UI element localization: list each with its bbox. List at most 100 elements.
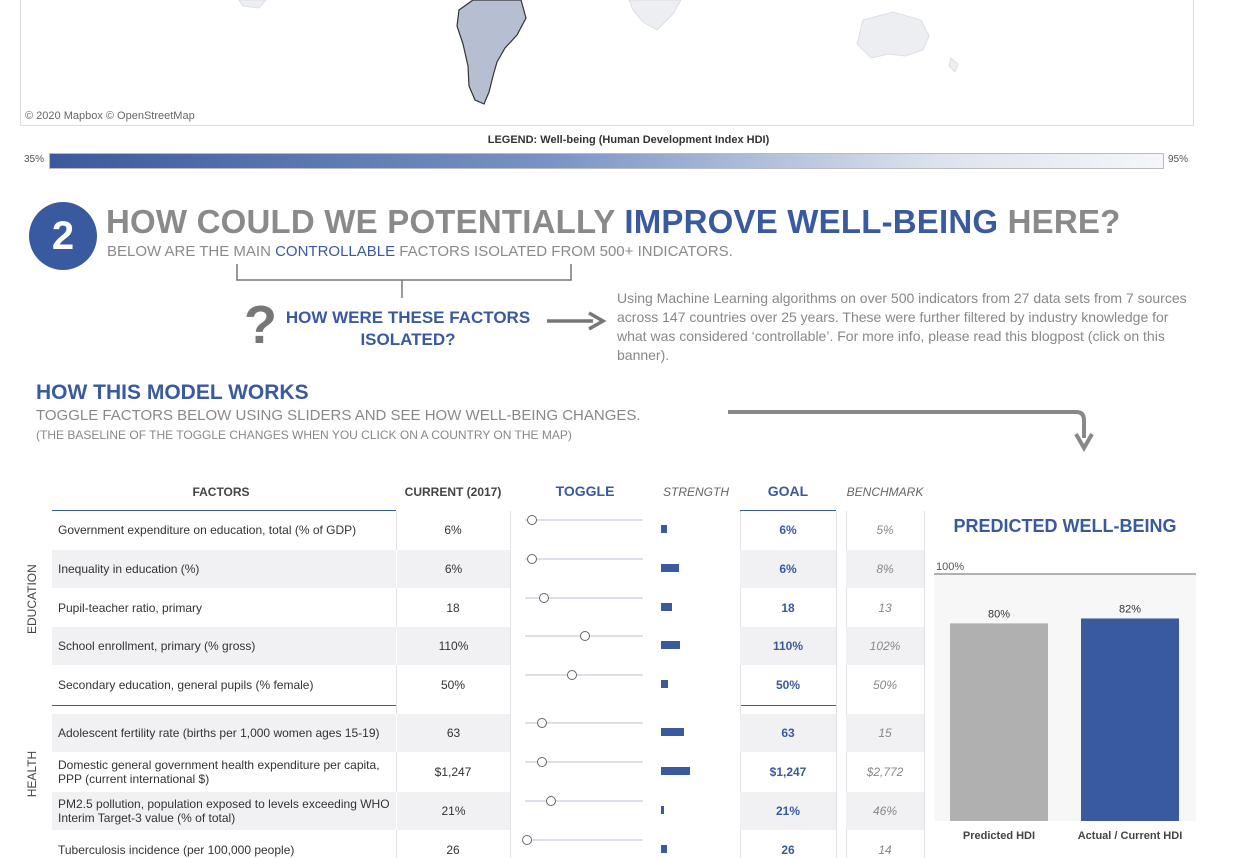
table-row: Inequality in education (%) 6% 6% 8% <box>52 550 925 588</box>
toggle-slider-handle[interactable] <box>527 515 538 525</box>
bar-value-label: 80% <box>988 608 1010 620</box>
goal-value: 6% <box>740 550 836 588</box>
legend-max-label: 95% <box>1168 154 1189 165</box>
column-separator <box>846 511 847 858</box>
column-separator <box>836 511 837 858</box>
toggle-slider-track[interactable] <box>525 515 643 525</box>
arrow-right-icon <box>547 311 607 331</box>
group-divider-rule <box>52 705 396 706</box>
goal-value: 63 <box>740 714 836 752</box>
current-value: 21% <box>396 792 510 830</box>
toggle-slider-track[interactable] <box>525 554 643 564</box>
benchmark-value: 46% <box>846 792 924 830</box>
group-label-health: HEALTH <box>25 750 39 798</box>
toggle-slider-handle[interactable] <box>527 554 538 564</box>
column-separator <box>396 511 397 858</box>
toggle-slider-track[interactable] <box>525 670 643 680</box>
how-isolated-line1[interactable]: HOW WERE THESE FACTORS <box>285 308 531 327</box>
table-row: Secondary education, general pupils (% f… <box>52 666 925 704</box>
current-value: 50% <box>440 678 466 692</box>
toggle-slider-handle[interactable] <box>538 593 549 603</box>
factor-name: Adolescent fertility rate (births per 1,… <box>52 714 396 752</box>
factor-name: Secondary education, general pupils (% f… <box>58 678 314 692</box>
north-america-edge-shape <box>238 0 267 9</box>
model-subtitle: TOGGLE FACTORS BELOW USING SLIDERS AND S… <box>36 407 641 424</box>
legend-min-label: 35% <box>24 154 45 165</box>
current-value: 6% <box>396 550 510 588</box>
header-strength: STRENGTH <box>663 485 729 499</box>
benchmark-value: 13 <box>878 601 892 615</box>
header-goal: GOAL <box>767 483 809 499</box>
table-row: Domestic general government health expen… <box>52 753 925 791</box>
benchmark-value: 102% <box>846 627 924 665</box>
table-row: School enrollment, primary (% gross) 110%… <box>52 627 925 665</box>
toggle-slider-handle[interactable] <box>567 670 578 680</box>
map-attribution[interactable]: © 2020 Mapbox © OpenStreetMap <box>25 110 195 122</box>
strength-bar <box>661 525 667 533</box>
toggle-slider-track[interactable] <box>525 631 643 641</box>
toggle-slider-handle[interactable] <box>536 757 547 767</box>
header-factors: FACTORS <box>192 485 250 499</box>
model-title: HOW THIS MODEL WORKS <box>36 381 309 404</box>
predicted-hdi-chart: 100% 80% Predicted HDI 82% Actual / Current … <box>934 561 1196 842</box>
toggle-slider-handle[interactable] <box>536 718 547 728</box>
headline-post: HERE? <box>998 203 1121 240</box>
current-value: $1,247 <box>434 765 472 779</box>
toggle-slider-handle[interactable] <box>522 835 533 845</box>
toggle-slider-track[interactable] <box>525 796 643 806</box>
toggle-slider-track[interactable] <box>522 835 643 845</box>
bar-predicted[interactable] <box>950 623 1048 821</box>
isolation-explanation[interactable]: Using Machine Learning algorithms on ove… <box>617 290 1187 363</box>
table-row: Pupil-teacher ratio, primary 18 18 13 <box>52 589 925 627</box>
goal-value: 26 <box>781 843 795 857</box>
bar-actual[interactable] <box>1081 618 1179 821</box>
factor-name: Tuberculosis incidence (per 100,000 peop… <box>58 843 295 857</box>
subline-post: FACTORS ISOLATED FROM 500+ INDICATORS. <box>395 243 733 260</box>
reference-line-label: 100% <box>936 561 964 573</box>
strength-bar <box>661 603 672 611</box>
map-canvas[interactable] <box>21 0 1194 126</box>
table-row: Tuberculosis incidence (per 100,000 peop… <box>52 831 925 858</box>
benchmark-value: $2,772 <box>866 765 904 779</box>
column-separator <box>510 511 511 858</box>
benchmark-value: 14 <box>878 843 892 857</box>
world-map[interactable]: © 2020 Mapbox © OpenStreetMap <box>20 0 1194 126</box>
headline-pre: HOW COULD WE POTENTIALLY <box>106 203 625 240</box>
table-row: Government expenditure on education, tot… <box>52 511 925 549</box>
toggle-slider-track[interactable] <box>525 593 643 603</box>
benchmark-value: 50% <box>872 678 898 692</box>
toggle-slider-track[interactable] <box>525 757 643 767</box>
goal-group-divider-rule <box>740 705 836 706</box>
model-note: (THE BASELINE OF THE TOGGLE CHANGES WHEN… <box>36 428 572 442</box>
new-zealand-shape <box>948 57 959 73</box>
how-isolated-line2[interactable]: ISOLATED? <box>360 330 456 349</box>
column-separator <box>740 511 741 858</box>
factor-name: School enrollment, primary (% gross) <box>52 627 396 665</box>
how-isolated-banner[interactable]: HOW WERE THESE FACTORS ISOLATED? <box>280 307 536 351</box>
strength-bar <box>661 845 667 853</box>
predicted-title: PREDICTED WELL-BEING <box>953 516 1177 536</box>
benchmark-value: 5% <box>876 523 894 537</box>
bar-category-label: Actual / Current HDI <box>1078 830 1183 842</box>
strength-bar <box>661 728 684 736</box>
headline-highlight: IMPROVE WELL-BEING <box>624 203 999 240</box>
current-value: 26 <box>446 843 460 857</box>
bar-category-label: Predicted HDI <box>963 830 1035 842</box>
current-value: 110% <box>396 627 510 665</box>
legend-title: LEGEND: Well-being (Human Development In… <box>487 134 770 146</box>
toggle-slider-track[interactable] <box>525 718 643 728</box>
goal-value: $1,247 <box>769 765 807 779</box>
legend-gradient-bar <box>49 153 1164 169</box>
goal-header-rule <box>740 510 836 511</box>
strength-bar <box>661 564 679 572</box>
factor-name: PM2.5 pollution, population exposed to l… <box>52 792 396 830</box>
toggle-slider-handle[interactable] <box>545 796 556 806</box>
question-mark-icon: ? <box>244 295 277 355</box>
arrow-down-right-icon <box>728 410 1094 452</box>
subline-pre: BELOW ARE THE MAIN <box>107 243 276 260</box>
bracket-connector <box>236 264 572 298</box>
current-value: 18 <box>446 601 460 615</box>
header-benchmark: BENCHMARK <box>846 485 924 499</box>
section-subline: BELOW ARE THE MAIN CONTROLLABLE FACTORS … <box>107 243 733 260</box>
toggle-slider-handle[interactable] <box>580 631 591 641</box>
